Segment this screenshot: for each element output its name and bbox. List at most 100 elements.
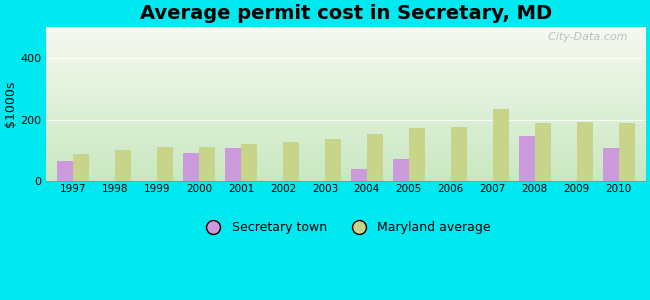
Bar [46, 162, 646, 163]
Bar [46, 53, 646, 54]
Bar [46, 34, 646, 35]
Bar [46, 130, 646, 131]
Bar [46, 40, 646, 41]
Bar [46, 165, 646, 166]
Bar [46, 48, 646, 49]
Bar [46, 170, 646, 171]
Bar [46, 60, 646, 61]
Bar [46, 102, 646, 103]
Bar [46, 85, 646, 86]
Bar [46, 45, 646, 46]
Legend: Secretary town, Maryland average: Secretary town, Maryland average [196, 216, 496, 239]
Bar [46, 136, 646, 137]
Bar [46, 31, 646, 32]
Bar [46, 89, 646, 90]
Bar [46, 98, 646, 99]
Bar [46, 37, 646, 38]
Bar [241, 144, 257, 181]
Bar [46, 40, 646, 41]
Bar [46, 49, 646, 50]
Bar [46, 76, 646, 77]
Bar [46, 112, 646, 113]
Bar [519, 136, 535, 181]
Bar [46, 96, 646, 97]
Bar [46, 137, 646, 138]
Bar [46, 33, 646, 34]
Bar [46, 180, 646, 181]
Bar [535, 123, 551, 181]
Bar [46, 91, 646, 92]
Bar [46, 110, 646, 111]
Bar [46, 175, 646, 176]
Bar [46, 172, 646, 173]
Bar [46, 134, 646, 135]
Bar [46, 150, 646, 151]
Bar [46, 141, 646, 142]
Bar [46, 80, 646, 81]
Bar [46, 128, 646, 129]
Bar [46, 43, 646, 44]
Bar [46, 161, 646, 162]
Bar [46, 140, 646, 141]
Bar [46, 79, 646, 80]
Bar [46, 171, 646, 172]
Bar [46, 174, 646, 175]
Bar [46, 57, 646, 58]
Bar [46, 133, 646, 134]
Bar [46, 92, 646, 93]
Bar [46, 113, 646, 114]
Bar [46, 135, 646, 136]
Bar [46, 118, 646, 119]
Bar [46, 103, 646, 104]
Bar [46, 159, 646, 160]
Bar [46, 104, 646, 105]
Bar [46, 36, 646, 37]
Bar [46, 166, 646, 167]
Bar [46, 146, 646, 147]
Bar [325, 139, 341, 181]
Bar [46, 148, 646, 149]
Bar [46, 108, 646, 109]
Bar [619, 123, 634, 181]
Bar [603, 148, 619, 181]
Bar [46, 30, 646, 31]
Bar [46, 41, 646, 42]
Bar [46, 100, 646, 101]
Bar [46, 83, 646, 84]
Bar [46, 78, 646, 79]
Bar [57, 161, 73, 181]
Bar [46, 29, 646, 30]
Bar [46, 107, 646, 108]
Bar [46, 86, 646, 87]
Bar [46, 129, 646, 130]
Bar [46, 177, 646, 178]
Bar [46, 38, 646, 39]
Bar [577, 122, 593, 181]
Bar [46, 39, 646, 40]
Bar [46, 59, 646, 60]
Bar [46, 119, 646, 120]
Bar [73, 154, 89, 181]
Bar [46, 94, 646, 95]
Bar [46, 62, 646, 63]
Bar [46, 52, 646, 53]
Bar [46, 153, 646, 154]
Bar [46, 61, 646, 62]
Bar [46, 69, 646, 70]
Bar [46, 164, 646, 165]
Bar [46, 77, 646, 78]
Bar [46, 95, 646, 96]
Bar [493, 109, 509, 181]
Bar [46, 145, 646, 146]
Bar [46, 63, 646, 64]
Bar [46, 111, 646, 112]
Bar [46, 47, 646, 48]
Bar [46, 35, 646, 36]
Bar [46, 154, 646, 155]
Bar [46, 105, 646, 106]
Bar [46, 151, 646, 152]
Bar [46, 149, 646, 150]
Bar [225, 148, 241, 181]
Bar [46, 143, 646, 144]
Bar [46, 46, 646, 47]
